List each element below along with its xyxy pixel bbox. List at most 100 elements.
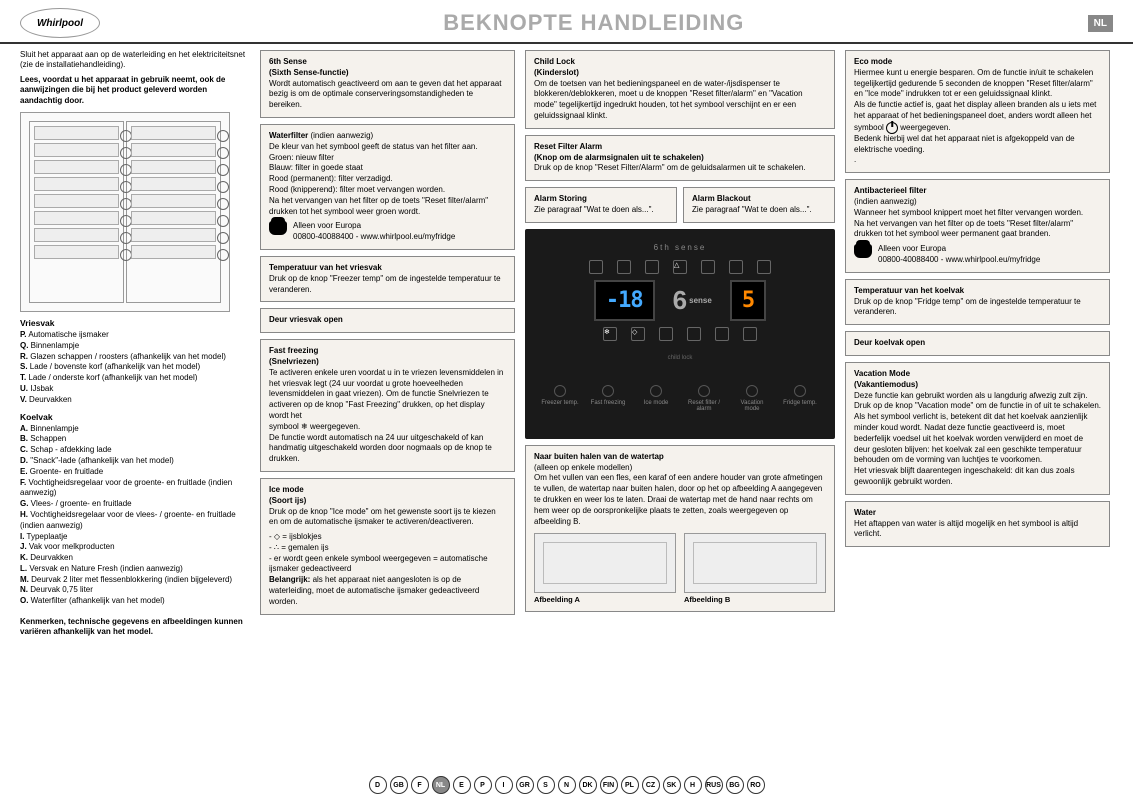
temp-vriesvak-title: Temperatuur van het vriesvak [269,263,506,274]
ice-mode-box: Ice mode (Soort ijs) Druk op de knop "Ic… [260,478,515,615]
panel-mid-icon-1: ❄ [603,327,617,341]
panel-icon-1 [589,260,603,274]
model-note: Kenmerken, technische gegevens en afbeel… [20,617,250,638]
temp-koelvak-title: Temperatuur van het koelvak [854,286,1101,297]
watertap-box: Naar buiten halen van de watertap (allee… [525,445,835,613]
vacation-box: Vacation Mode (Vakantiemodus) Deze funct… [845,362,1110,495]
lang-circle-f[interactable]: F [411,776,429,794]
lang-circle-sk[interactable]: SK [663,776,681,794]
watertap-extra: (alleen op enkele modellen) [534,463,826,474]
lang-circle-i[interactable]: I [495,776,513,794]
alarm-storing-title: Alarm Storing [534,194,668,205]
freezer-half [29,121,124,303]
antibact-title: Antibacterieel filter [854,186,1101,197]
legend-item: I. Typeplaatje [20,532,250,543]
vacation-title: Vacation Mode [854,369,1101,380]
snowflake-icon: ❄ [301,422,308,431]
antibact-phone: Alleen voor Europa 00800-40088400 - www.… [878,244,1040,266]
fast-freezing-sub: (Snelvriezen) [269,357,506,368]
childlock-label: child lock [668,355,693,361]
lang-circle-pl[interactable]: PL [621,776,639,794]
koelvak-title: Koelvak [20,412,250,422]
childlock-row: child lock [662,355,699,361]
lang-circle-gb[interactable]: GB [390,776,408,794]
ice-opt3: - er wordt geen enkele symbool weergegev… [269,554,506,576]
water-box: Water Het aftappen van water is altijd m… [845,501,1110,547]
watertap-body: Om het vullen van een fles, een karaf of… [534,473,826,527]
legend-item: F. Vochtigheidsregelaar voor de groente-… [20,478,250,500]
lang-badge: NL [1088,15,1113,32]
panel-button[interactable]: Freezer temp. [541,385,579,412]
eco-symbol-label: symbool [854,123,884,132]
ice-bold: Belangrijk: [269,575,310,584]
deur-koelvak-box: Deur koelvak open [845,331,1110,356]
lang-circle-p[interactable]: P [474,776,492,794]
panel-button[interactable]: Vacation mode [733,385,771,412]
panel-brand: 6th sense [654,243,707,252]
vacation-body: Deze functie kan gebruikt worden als u l… [854,391,1101,488]
panel-button[interactable]: Fast freezing [589,385,627,412]
legend-item: K. Deurvakken [20,553,250,564]
header: Whirlpool BEKNOPTE HANDLEIDING NL [0,0,1133,44]
ff-symbol-label: symbool [269,422,299,431]
legend-item: J. Vak voor melkproducten [20,542,250,553]
temp-vriesvak-body: Druk op de knop "Freezer temp" om de ing… [269,274,506,296]
waterfilter-box: Waterfilter (indien aanwezig) De kleur v… [260,124,515,250]
lang-circle-dk[interactable]: DK [579,776,597,794]
waterfilter-phone: Alleen voor Europa 00800-40088400 - www.… [293,221,455,243]
watertap-img-b-placeholder [684,533,826,593]
legend-item: P. Automatische ijsmaker [20,330,250,341]
legend-item: N. Deurvak 0,75 liter [20,585,250,596]
reset-filter-sub: (Knop om de alarmsignalen uit te schakel… [534,153,826,164]
panel-button[interactable]: Fridge temp. [781,385,819,412]
lang-circle-gr[interactable]: GR [516,776,534,794]
cube-icon: ◇ [274,532,280,541]
phone-icon-2 [854,244,872,258]
waterfilter-extra: (indien aanwezig) [308,131,373,140]
antibact-extra: (indien aanwezig) [854,197,1101,208]
lang-circle-h[interactable]: H [684,776,702,794]
lang-circle-s[interactable]: S [537,776,555,794]
lang-circle-fin[interactable]: FIN [600,776,618,794]
lang-circle-nl[interactable]: NL [432,776,450,794]
panel-mid-icon-4 [687,327,701,341]
alarm-storing-box: Alarm Storing Zie paragraaf "Wat te doen… [525,187,677,223]
panel-mid-icons: ❄ ◇ [603,327,757,341]
lang-circle-d[interactable]: D [369,776,387,794]
temp-koelvak-box: Temperatuur van het koelvak Druk op de k… [845,279,1110,325]
panel-button[interactable]: Reset filter / alarm [685,385,723,412]
fridge-temp-value: 5 [742,288,754,313]
lang-circle-cz[interactable]: CZ [642,776,660,794]
ice-opt1: = ijsblokjes [282,532,321,541]
legend-item: M. Deurvak 2 liter met flessenblokkering… [20,575,250,586]
watertap-title: Naar buiten halen van de watertap [534,452,826,463]
vriesvak-title: Vriesvak [20,318,250,328]
lang-circle-n[interactable]: N [558,776,576,794]
watertap-img-b: Afbeelding B [684,533,826,605]
fast-freezing-box: Fast freezing (Snelvriezen) Te activeren… [260,339,515,472]
panel-button[interactable]: Ice mode [637,385,675,412]
fridge-display: 5 [730,280,766,321]
lang-circle-e[interactable]: E [453,776,471,794]
footer-langs: DGBFNLEPIGRSNDKFINPLCZSKHRUSBGRO [0,776,1133,794]
main-content: Sluit het apparaat aan op de waterleidin… [0,44,1133,644]
intro-text-2: Lees, voordat u het apparaat in gebruik … [20,75,250,106]
panel-icon-5 [701,260,715,274]
fast-freezing-body: Te activeren enkele uren voordat u in te… [269,368,506,422]
alarm-blackout-box: Alarm Blackout Zie paragraaf "Wat te doe… [683,187,835,223]
reset-filter-title: Reset Filter Alarm [534,142,826,153]
fast-freezing-title: Fast freezing [269,346,506,357]
whirlpool-logo: Whirlpool [20,8,100,38]
alarm-blackout-body: Zie paragraaf "Wat te doen als...". [692,205,826,216]
fridge-half [126,121,221,303]
vriesvak-legend: P. Automatische ijsmakerQ. BinnenlampjeR… [20,330,250,406]
waterfilter-body: De kleur van het symbool geeft de status… [269,142,506,218]
fridge-diagram [20,112,230,312]
lang-circle-ro[interactable]: RO [747,776,765,794]
eco-mode-title: Eco mode [854,57,1101,68]
control-panel: 6th sense △ -18 6sense 5 ❄ [525,229,835,439]
lang-circle-bg[interactable]: BG [726,776,744,794]
watertap-caption-a: Afbeelding A [534,595,676,605]
panel-top-icons: △ [589,260,771,274]
lang-circle-rus[interactable]: RUS [705,776,723,794]
